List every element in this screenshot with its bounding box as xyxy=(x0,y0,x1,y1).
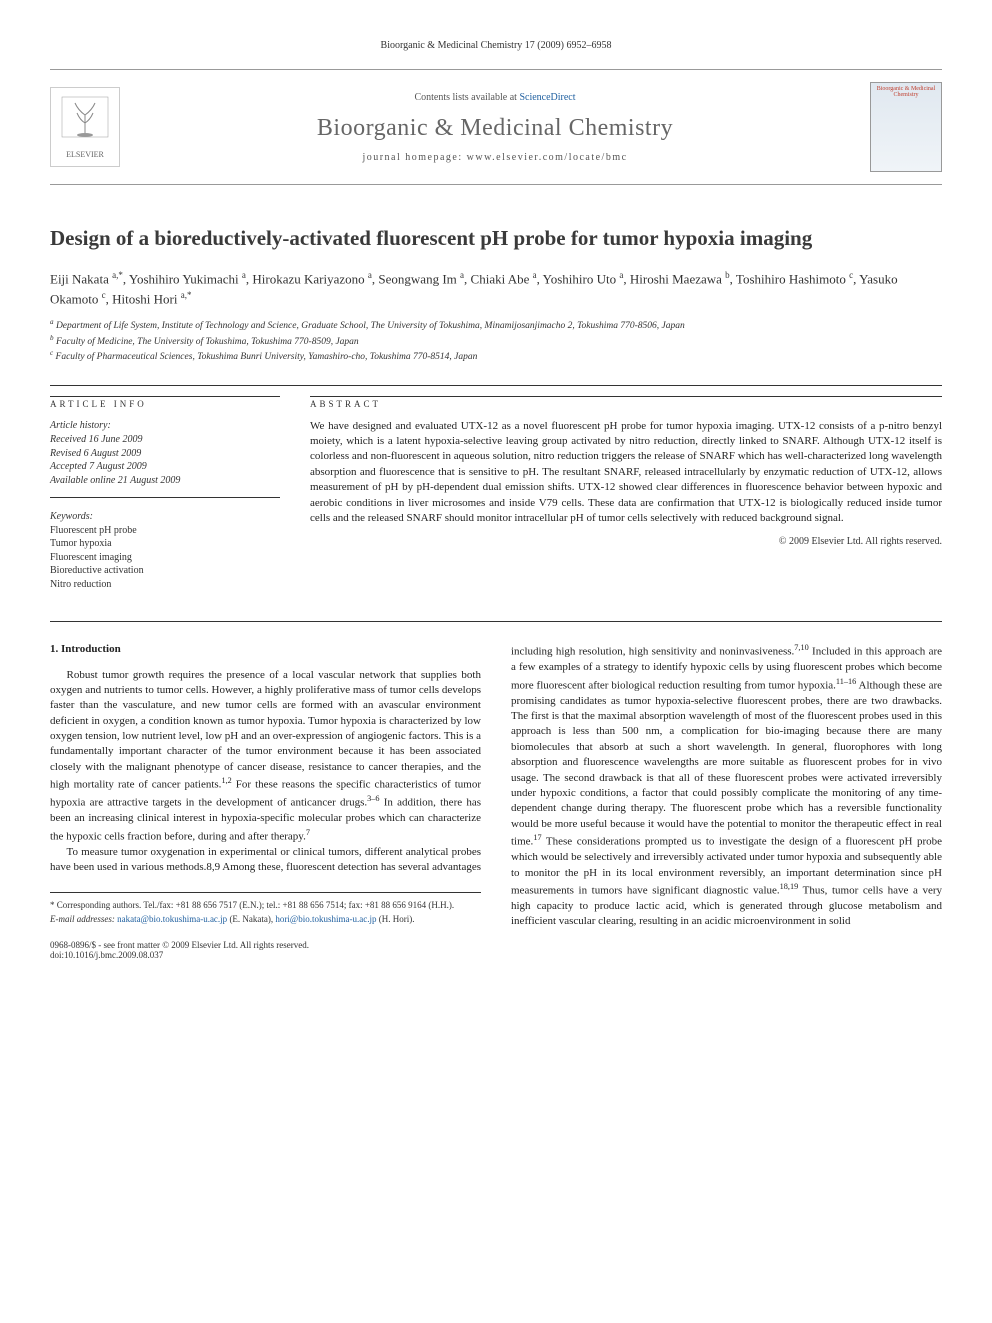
affiliation-line: a Department of Life System, Institute o… xyxy=(50,318,942,333)
affiliation-line: b Faculty of Medicine, The University of… xyxy=(50,334,942,349)
keyword-line: Bioreductive activation xyxy=(50,564,280,578)
body-column-right: including high resolution, high sensitiv… xyxy=(511,642,942,930)
article-history: Article history: Received 16 June 2009Re… xyxy=(50,419,280,499)
affiliations: a Department of Life System, Institute o… xyxy=(50,318,942,364)
author-list: Eiji Nakata a,*, Yoshihiro Yukimachi a, … xyxy=(50,269,942,308)
history-line: Received 16 June 2009 xyxy=(50,433,280,447)
footer-line: 0968-0896/$ - see front matter © 2009 El… xyxy=(50,940,942,960)
publisher-logo: ELSEVIER xyxy=(50,87,120,167)
journal-name: Bioorganic & Medicinal Chemistry xyxy=(138,115,852,142)
keyword-line: Nitro reduction xyxy=(50,578,280,592)
journal-homepage: journal homepage: www.elsevier.com/locat… xyxy=(138,152,852,163)
sciencedirect-link[interactable]: ScienceDirect xyxy=(519,92,575,103)
abstract-label: ABSTRACT xyxy=(310,399,942,409)
keyword-line: Tumor hypoxia xyxy=(50,537,280,551)
journal-reference: Bioorganic & Medicinal Chemistry 17 (200… xyxy=(50,40,942,51)
body-column-left: 1. Introduction Robust tumor growth requ… xyxy=(50,642,481,930)
history-line: Available online 21 August 2009 xyxy=(50,474,280,488)
abstract-text: We have designed and evaluated UTX-12 as… xyxy=(310,419,942,527)
journal-cover-thumbnail: Bioorganic & Medicinal Chemistry xyxy=(870,82,942,172)
article-title: Design of a bioreductively-activated flu… xyxy=(50,225,942,251)
email-addresses: E-mail addresses: nakata@bio.tokushima-u… xyxy=(50,913,481,925)
section-heading-intro: 1. Introduction xyxy=(50,642,481,657)
keywords: Keywords: Fluorescent pH probeTumor hypo… xyxy=(50,510,280,591)
abstract-copyright: © 2009 Elsevier Ltd. All rights reserved… xyxy=(310,536,942,547)
history-line: Accepted 7 August 2009 xyxy=(50,460,280,474)
keyword-line: Fluorescent imaging xyxy=(50,551,280,565)
body-paragraph: including high resolution, high sensitiv… xyxy=(511,642,942,930)
keyword-line: Fluorescent pH probe xyxy=(50,524,280,538)
body-paragraph: To measure tumor oxygenation in experime… xyxy=(50,845,481,876)
front-matter-note: 0968-0896/$ - see front matter © 2009 El… xyxy=(50,940,309,950)
affiliation-line: c Faculty of Pharmaceutical Sciences, To… xyxy=(50,349,942,364)
contents-available: Contents lists available at ScienceDirec… xyxy=(138,92,852,103)
article-info-panel: ARTICLE INFO Article history: Received 1… xyxy=(50,396,280,592)
history-line: Revised 6 August 2009 xyxy=(50,447,280,461)
email-link[interactable]: nakata@bio.tokushima-u.ac.jp xyxy=(117,914,227,924)
email-link[interactable]: hori@bio.tokushima-u.ac.jp xyxy=(275,914,376,924)
corresponding-author-note: * Corresponding authors. Tel./fax: +81 8… xyxy=(50,899,481,911)
doi: doi:10.1016/j.bmc.2009.08.037 xyxy=(50,950,309,960)
footnotes: * Corresponding authors. Tel./fax: +81 8… xyxy=(50,892,481,925)
journal-header: ELSEVIER Contents lists available at Sci… xyxy=(50,69,942,185)
article-info-label: ARTICLE INFO xyxy=(50,399,280,409)
body-paragraph: Robust tumor growth requires the presenc… xyxy=(50,668,481,845)
abstract-panel: ABSTRACT We have designed and evaluated … xyxy=(310,396,942,592)
elsevier-tree-icon xyxy=(60,95,110,150)
